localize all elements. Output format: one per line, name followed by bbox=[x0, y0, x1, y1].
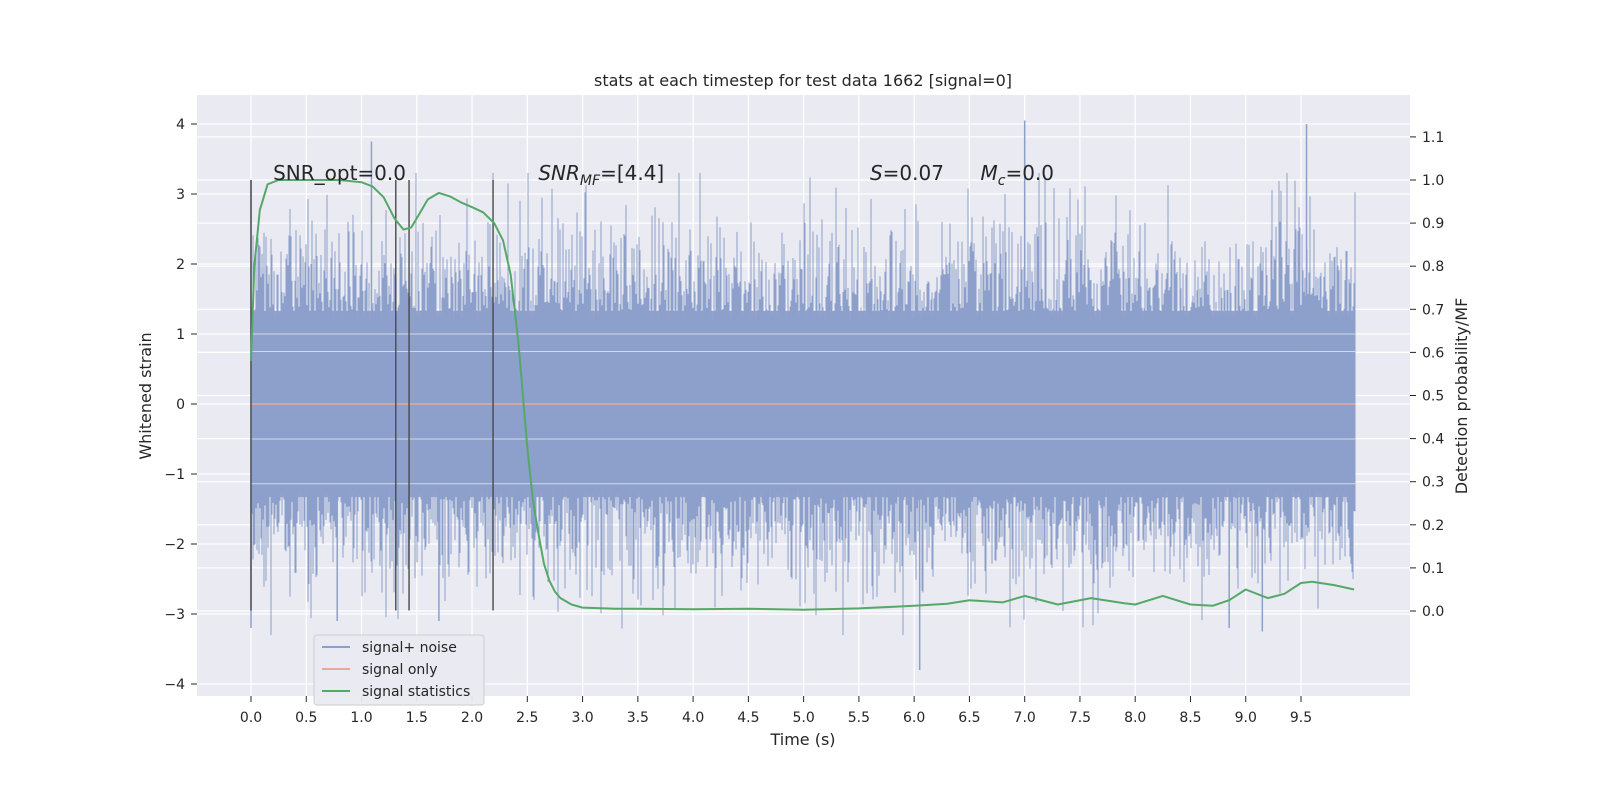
y-right-tick-label: 0.1 bbox=[1422, 561, 1444, 577]
y-left-tick-label: 3 bbox=[176, 187, 185, 203]
y-left-tick-label: −4 bbox=[164, 677, 185, 693]
y-right-tick-label: 0.7 bbox=[1422, 302, 1444, 318]
x-tick-label: 2.5 bbox=[516, 710, 538, 726]
series-signal-statistics bbox=[250, 179, 1355, 611]
annotation-mc: Mc=0.0 bbox=[980, 161, 1054, 189]
x-tick-label: 4.0 bbox=[682, 710, 704, 726]
x-tick-label: 3.0 bbox=[571, 710, 593, 726]
x-tick-label: 1.5 bbox=[406, 710, 428, 726]
y-right-tick-label: 0.3 bbox=[1422, 475, 1444, 491]
y-left-tick-label: 4 bbox=[176, 117, 185, 133]
x-axis-label: Time (s) bbox=[769, 730, 835, 749]
x-tick-label: 2.0 bbox=[461, 710, 483, 726]
y-right-tick-label: 0.5 bbox=[1422, 389, 1444, 405]
legend-box bbox=[313, 634, 485, 706]
y-right-tick-label: 0.9 bbox=[1422, 216, 1444, 232]
x-tick-label: 7.0 bbox=[1014, 710, 1036, 726]
x-tick-label: 8.0 bbox=[1124, 710, 1146, 726]
x-tick-label: 3.5 bbox=[627, 710, 649, 726]
y-left-tick-label: −3 bbox=[164, 607, 185, 623]
y-axis-right-ticks: 1.1 1.0 0.9 0.8 0.7 0.6 0.5 0.4 0.3 0.2 0.1 0.0 bbox=[1410, 130, 1444, 620]
x-axis-ticks: 0.0 0.5 1.0 1.5 2.0 2.5 3.0 3.5 4.0 4.5 5.0 5.5 6.0 6… bbox=[240, 696, 1312, 726]
annotations: SNR_opt=0.0 SNRMF=[4.4] S=0.07 Mc=0.0 bbox=[273, 161, 1054, 189]
y-right-tick-label: 0.8 bbox=[1422, 259, 1444, 275]
legend-label-signal-only: signal only bbox=[362, 662, 437, 678]
signal-statistics-line bbox=[250, 179, 1355, 611]
y-right-tick-label: 0.2 bbox=[1422, 518, 1444, 534]
annotation-s: S=0.07 bbox=[870, 161, 944, 185]
x-tick-label: 7.5 bbox=[1069, 710, 1091, 726]
x-tick-label: 5.0 bbox=[792, 710, 814, 726]
y-right-tick-label: 1.0 bbox=[1422, 173, 1444, 189]
y-right-tick-label: 0.0 bbox=[1422, 604, 1444, 620]
y-left-tick-label: 0 bbox=[176, 397, 185, 413]
y-left-tick-label: 1 bbox=[176, 327, 185, 343]
x-tick-label: 6.0 bbox=[903, 710, 925, 726]
y-right-tick-label: 1.1 bbox=[1422, 130, 1444, 146]
x-tick-label: 8.5 bbox=[1179, 710, 1201, 726]
x-tick-label: 1.0 bbox=[350, 710, 372, 726]
x-tick-label: 0.0 bbox=[240, 710, 262, 726]
x-tick-label: 9.0 bbox=[1235, 710, 1257, 726]
legend-label-signal-noise: signal+ noise bbox=[362, 640, 457, 656]
x-tick-label: 6.5 bbox=[958, 710, 980, 726]
y-left-tick-label: −2 bbox=[164, 537, 185, 553]
y-left-tick-label: 2 bbox=[176, 257, 185, 273]
x-tick-label: 9.5 bbox=[1290, 710, 1312, 726]
legend-label-signal-statistics: signal statistics bbox=[362, 684, 470, 700]
y-axis-left-label: Whitened strain bbox=[136, 332, 155, 459]
x-tick-label: 0.5 bbox=[295, 710, 317, 726]
chart-title: stats at each timestep for test data 166… bbox=[594, 71, 1012, 90]
annotation-snr-opt: SNR_opt=0.0 bbox=[273, 161, 406, 185]
vertical-markers bbox=[250, 180, 494, 611]
x-tick-label: 4.5 bbox=[737, 710, 759, 726]
y-axis-right-label: Detection probability/MF bbox=[1452, 298, 1471, 495]
annotation-snr-mf: SNRMF=[4.4] bbox=[538, 161, 664, 189]
y-axis-left-ticks: 4 3 2 1 0 −1 −2 −3 −4 bbox=[164, 117, 197, 693]
legend: signal+ noise signal only signal statist… bbox=[313, 634, 485, 706]
y-right-tick-label: 0.4 bbox=[1422, 432, 1444, 448]
x-tick-label: 5.5 bbox=[848, 710, 870, 726]
y-right-tick-label: 0.6 bbox=[1422, 345, 1444, 361]
y-left-tick-label: −1 bbox=[164, 467, 185, 483]
